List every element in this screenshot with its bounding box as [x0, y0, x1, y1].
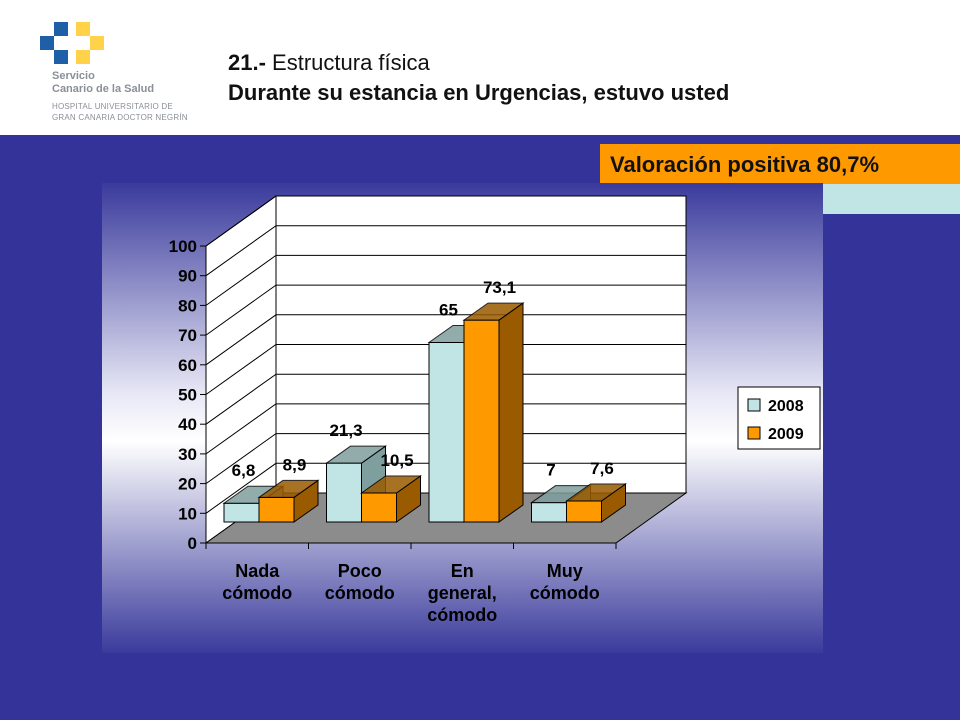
category-label: Poco — [338, 561, 382, 581]
bar-side — [498, 302, 524, 523]
data-label-2009: 10,5 — [380, 451, 413, 470]
logo-text-negrin: GRAN CANARIA DOCTOR NEGRÍN — [52, 113, 188, 122]
servicio-canario-logo-icon — [40, 22, 104, 64]
bar-front — [531, 502, 567, 523]
chart-gridlines — [205, 195, 686, 514]
category-label: cómodo — [530, 583, 600, 603]
gridline — [205, 195, 686, 247]
gridline — [205, 344, 686, 395]
bar-top — [462, 302, 525, 321]
gridline — [205, 373, 686, 425]
legend-label-2009: 2009 — [768, 426, 804, 443]
legend-swatch-2008 — [747, 398, 761, 412]
data-label-2009: 8,9 — [283, 455, 307, 474]
logo-text-canario: Canario de la Salud — [52, 83, 155, 95]
bar-front — [463, 319, 500, 523]
category-label: Muy — [547, 561, 583, 581]
bar-2009-0 — [257, 479, 320, 523]
data-labels: 6,8 8,9 21,3 10,5 65 73,1 7 7,6 — [232, 278, 614, 480]
bar-front — [326, 462, 362, 523]
title-number: 21.- — [228, 50, 266, 75]
logo-text-servicio: Servicio — [52, 70, 95, 82]
bar-top — [564, 483, 628, 502]
y-tick-label: 100 — [169, 237, 197, 256]
data-label-2008: 6,8 — [232, 461, 256, 480]
data-label-2009: 73,1 — [483, 278, 516, 297]
x-axis-labels: NadacómodoPococómodoEngeneral,cómodoMuyc… — [222, 561, 600, 625]
gridline — [205, 433, 686, 485]
bar-front — [258, 496, 295, 523]
chart-legend: 2008 2009 — [737, 386, 821, 450]
y-tick-label: 90 — [178, 267, 197, 286]
data-label-2008: 65 — [439, 300, 458, 319]
y-tick-label: 80 — [178, 296, 197, 315]
title-text: Estructura física — [272, 50, 430, 75]
bar-2009-3 — [564, 483, 628, 523]
y-tick-label: 30 — [178, 445, 197, 464]
bar-chart: 0 10 20 30 40 50 60 70 80 90 100 6,8 8,9 21,3 10,5 65 7… — [102, 183, 823, 653]
y-tick-label: 70 — [178, 326, 197, 345]
gridline — [205, 403, 686, 455]
category-label: general, — [428, 583, 497, 603]
page-subtitle: Durante su estancia en Urgencias, estuvo… — [228, 80, 730, 105]
valoracion-2009-badge: Valoración positiva 80,7% — [600, 144, 960, 184]
gridline — [205, 225, 686, 277]
data-label-2008: 21,3 — [329, 421, 362, 440]
bar-front — [223, 502, 260, 523]
bar-top — [324, 445, 388, 464]
bar-front — [566, 500, 602, 523]
gridline — [205, 284, 686, 336]
page-title: 21.- Estructura física — [228, 50, 430, 76]
bar-front — [361, 492, 397, 523]
y-tick-label: 40 — [178, 415, 197, 434]
gridline — [205, 254, 686, 306]
y-tick-label: 10 — [178, 504, 197, 523]
category-label: cómodo — [325, 583, 395, 603]
data-label-2008: 7 — [546, 461, 555, 480]
bar-front — [428, 341, 465, 523]
data-label-2009: 7,6 — [590, 459, 614, 478]
category-label: Nada — [235, 561, 280, 581]
gridline — [205, 314, 686, 366]
bar-top — [257, 479, 320, 498]
bar-top — [359, 475, 423, 494]
logo-text-hospital: HOSPITAL UNIVERSITARIO DE — [52, 102, 173, 111]
y-tick-label: 20 — [178, 475, 197, 494]
header: Servicio Canario de la Salud HOSPITAL UN… — [0, 0, 960, 135]
category-label: cómodo — [222, 583, 292, 603]
y-tick-label: 60 — [178, 356, 197, 375]
legend-swatch-2009 — [747, 426, 761, 440]
bar-2009-1 — [359, 475, 423, 523]
category-label: cómodo — [427, 605, 497, 625]
bar-2009-2 — [462, 302, 525, 523]
category-label: En — [451, 561, 474, 581]
y-axis-ticks: 0 10 20 30 40 50 60 70 80 90 100 — [169, 237, 617, 553]
chart-bars — [222, 302, 628, 523]
y-tick-label: 0 — [188, 534, 197, 553]
y-tick-label: 50 — [178, 386, 197, 405]
gridline — [205, 462, 686, 514]
legend-label-2008: 2008 — [768, 398, 804, 415]
